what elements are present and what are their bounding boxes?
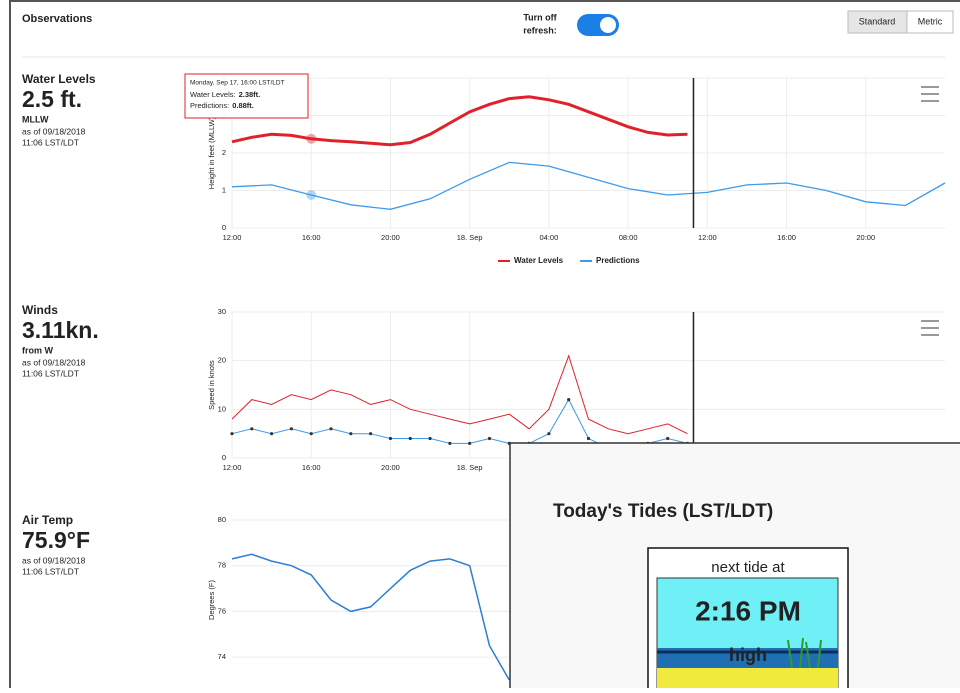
- data-point: [547, 432, 550, 435]
- x-tick-label: 08:00: [619, 233, 638, 242]
- panel-as-of: as of 09/18/2018: [22, 357, 86, 367]
- unit-label: Standard: [859, 16, 896, 26]
- panel-sub: MLLW: [22, 114, 49, 124]
- y-axis-label: Degrees (F): [207, 579, 216, 620]
- x-tick-label: 16:00: [777, 233, 796, 242]
- panel-name: Water Levels: [22, 72, 96, 86]
- data-point: [409, 437, 412, 440]
- data-point: [428, 437, 431, 440]
- data-point: [230, 432, 233, 435]
- y-tick-label: 10: [218, 404, 226, 413]
- panel-name: Winds: [22, 303, 58, 317]
- x-tick-label: 20:00: [856, 233, 875, 242]
- y-tick-label: 76: [218, 606, 226, 615]
- x-tick-label: 16:00: [302, 233, 321, 242]
- panel-time: 11:06 LST/LDT: [22, 368, 79, 378]
- refresh-label: Turn off: [523, 12, 557, 22]
- y-tick-label: 78: [218, 561, 226, 570]
- legend-label: Water Levels: [514, 256, 564, 265]
- y-tick-label: 0: [222, 453, 226, 462]
- popup-title: Today's Tides (LST/LDT): [553, 501, 773, 522]
- x-tick-label: 20:00: [381, 463, 400, 472]
- tooltip-value: 0.88ft.: [232, 101, 254, 110]
- tooltip-value: 2.38ft.: [239, 90, 261, 99]
- data-point: [349, 432, 352, 435]
- legend-label: Predictions: [596, 256, 640, 265]
- panel-time: 11:06 LST/LDT: [22, 566, 79, 576]
- panel-value: 2.5 ft.: [22, 86, 82, 112]
- x-tick-label: 18. Sep: [457, 233, 483, 242]
- unit-label: Metric: [918, 16, 943, 26]
- x-tick-label: 04:00: [539, 233, 558, 242]
- tide-sand: [657, 668, 838, 688]
- data-point: [369, 432, 372, 435]
- y-axis-label: Speed in knots: [207, 360, 216, 410]
- x-tick-label: 18. Sep: [457, 463, 483, 472]
- x-tick-label: 12:00: [698, 233, 717, 242]
- data-point: [329, 427, 332, 430]
- next-label: next tide at: [711, 559, 785, 576]
- panel-as-of: as of 09/18/2018: [22, 126, 86, 136]
- tides-popup: Today's Tides (LST/LDT) next tide at 2:1…: [510, 443, 960, 688]
- panel-value: 3.11kn.: [22, 317, 99, 343]
- x-tick-label: 12:00: [223, 233, 242, 242]
- series-line: [232, 400, 688, 449]
- panel-time: 11:06 LST/LDT: [22, 137, 79, 147]
- data-point: [270, 432, 273, 435]
- tooltip-title: Monday, Sep 17, 16:00 LST/LDT: [190, 80, 285, 87]
- y-tick-label: 80: [218, 515, 226, 524]
- y-tick-label: 1: [222, 185, 226, 194]
- x-tick-label: 16:00: [302, 463, 321, 472]
- data-point: [468, 442, 471, 445]
- series-line: [232, 356, 688, 434]
- y-tick-label: 0: [222, 223, 226, 232]
- panel-as-of: as of 09/18/2018: [22, 555, 86, 565]
- y-tick-label: 74: [218, 652, 226, 661]
- panel-sub: from W: [22, 345, 54, 355]
- y-tick-label: 30: [218, 307, 226, 316]
- data-point: [488, 437, 491, 440]
- x-tick-label: 12:00: [223, 463, 242, 472]
- series-line: [232, 162, 945, 209]
- tide-time: 2:16 PM: [695, 595, 801, 626]
- toggle-knob: [600, 17, 616, 33]
- y-axis-label: Height in feet (MLLW): [207, 116, 216, 189]
- data-point: [567, 398, 570, 401]
- data-point: [587, 437, 590, 440]
- data-point: [250, 427, 253, 430]
- refresh-label: refresh:: [523, 25, 557, 35]
- panel-value: 75.9°F: [22, 527, 90, 553]
- panel-name: Air Temp: [22, 513, 73, 527]
- x-tick-label: 20:00: [381, 233, 400, 242]
- tooltip-name: Water Levels:: [190, 90, 236, 99]
- hover-point: [306, 190, 316, 200]
- y-tick-label: 20: [218, 356, 226, 365]
- data-point: [666, 437, 669, 440]
- page: Observations Turn off refresh: Standard …: [0, 0, 960, 688]
- tide-kind: high: [729, 645, 767, 665]
- data-point: [448, 442, 451, 445]
- hover-point: [306, 134, 316, 144]
- page-title: Observations: [22, 13, 92, 25]
- tooltip-name: Predictions:: [190, 101, 229, 110]
- series-line: [232, 554, 509, 680]
- data-point: [389, 437, 392, 440]
- data-point: [290, 427, 293, 430]
- data-point: [310, 432, 313, 435]
- y-tick-label: 2: [222, 148, 226, 157]
